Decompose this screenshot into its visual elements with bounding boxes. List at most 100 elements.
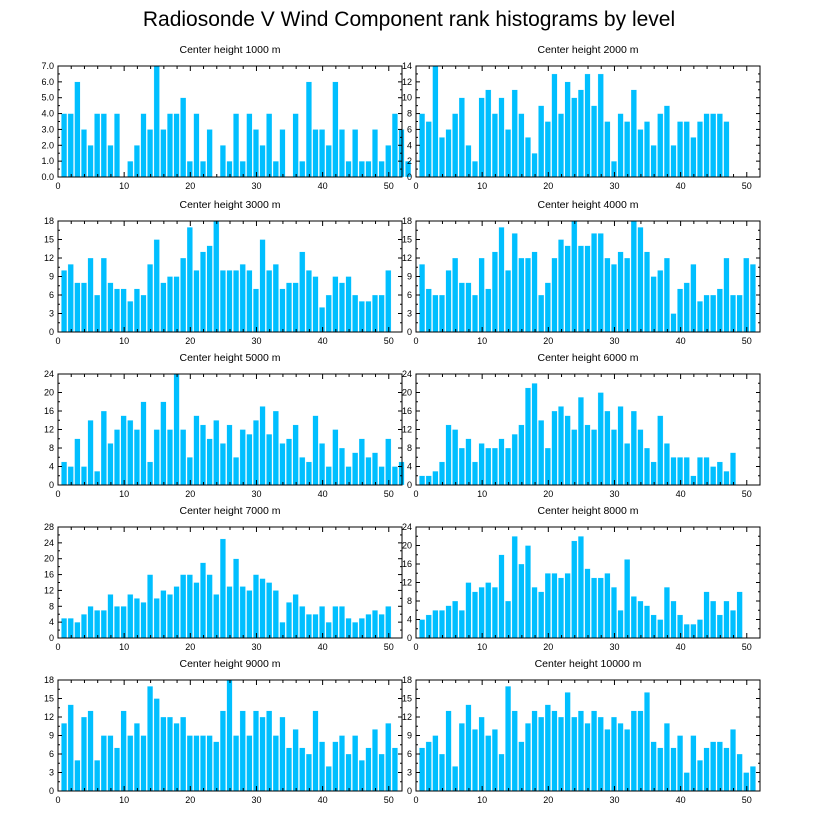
histogram-bar	[564, 81, 571, 178]
histogram-plot: 0 4 8 12 16 20 24 0 10 20 30 40 50	[44, 369, 405, 499]
histogram-bar	[286, 747, 293, 792]
histogram-bar	[564, 245, 571, 333]
histogram-bar	[630, 710, 637, 792]
histogram-bar	[637, 129, 644, 178]
histogram-bar	[749, 766, 756, 792]
histogram-bar	[319, 129, 326, 178]
y-tick-label: 24	[402, 369, 412, 379]
histogram-bar	[696, 121, 703, 178]
x-tick-label: 10	[477, 181, 487, 191]
histogram-bar	[710, 294, 717, 333]
histogram-bar	[246, 735, 253, 792]
histogram-bar	[239, 710, 246, 792]
histogram-bar	[723, 470, 730, 486]
histogram-bar	[173, 586, 180, 639]
histogram-bar	[312, 710, 319, 792]
histogram-bar	[140, 602, 147, 639]
y-tick-label: 6	[407, 124, 412, 134]
histogram-bar	[107, 443, 114, 486]
histogram-bar	[252, 129, 259, 178]
histogram-bar	[505, 447, 512, 486]
histogram-bar	[299, 747, 306, 792]
histogram-bar	[114, 606, 121, 639]
histogram-bar	[425, 288, 432, 333]
histogram-bar	[564, 692, 571, 792]
histogram-bar	[577, 89, 584, 178]
histogram-bar	[200, 562, 206, 639]
histogram-bar	[147, 129, 154, 178]
histogram-bar	[657, 747, 664, 792]
histogram-bar	[610, 586, 617, 639]
histogram-bar	[544, 282, 551, 333]
x-tick-label: 20	[185, 489, 195, 499]
histogram-bar	[458, 447, 465, 486]
histogram-bar	[637, 429, 644, 486]
histogram-bar	[604, 121, 611, 178]
histogram-bar	[703, 747, 710, 792]
histogram-bar	[551, 410, 558, 486]
histogram-bar	[472, 729, 479, 792]
histogram-bar	[114, 288, 121, 333]
x-tick-label: 40	[676, 642, 686, 652]
histogram-bar	[696, 301, 703, 333]
y-tick-label: 6	[407, 290, 412, 300]
histogram-bar	[465, 704, 472, 792]
histogram-plot: 0 3 6 9 12 15 18 0 10 20 30 40 50	[402, 216, 761, 346]
histogram-bar	[617, 723, 624, 792]
histogram-bar	[703, 294, 710, 333]
x-tick-label: 30	[251, 181, 261, 191]
histogram-bar	[81, 614, 87, 639]
histogram-bar	[630, 89, 637, 178]
histogram-bar	[153, 429, 160, 486]
histogram-bar	[644, 447, 651, 486]
histogram-bar	[127, 420, 134, 486]
histogram-bar	[491, 729, 498, 792]
histogram-bar	[127, 735, 134, 792]
histogram-bar	[226, 270, 233, 333]
histogram-bar	[200, 424, 206, 486]
histogram-bar	[710, 466, 717, 486]
histogram-bar	[292, 282, 299, 333]
histogram-bar	[505, 129, 512, 178]
histogram-bar	[74, 621, 81, 639]
histogram-bar	[518, 424, 525, 486]
histogram-bar	[432, 470, 439, 486]
histogram-bar	[133, 288, 140, 333]
histogram-bar	[193, 735, 200, 792]
histogram-bar	[246, 270, 253, 333]
histogram-bar	[524, 137, 531, 178]
histogram-bar	[266, 113, 273, 178]
histogram-bar	[491, 251, 498, 333]
histogram-bar	[160, 716, 167, 792]
histogram-bar	[213, 220, 220, 333]
histogram-bar	[219, 538, 226, 639]
x-tick-label: 10	[477, 489, 487, 499]
y-tick-label: 8	[407, 109, 412, 119]
y-tick-label: 6	[407, 749, 412, 759]
x-tick-label: 20	[185, 336, 195, 346]
histogram-bar	[716, 741, 723, 792]
histogram-bar	[630, 410, 637, 486]
histogram-bar	[465, 145, 472, 178]
histogram-bar	[518, 563, 525, 639]
histogram-panel: Center height 7000 m 0 4 8 12 16 20 24 28 0 10 20 30…	[10, 505, 403, 655]
x-tick-label: 40	[318, 181, 328, 191]
histogram-bar	[120, 415, 127, 486]
histogram-bar	[644, 121, 651, 178]
histogram-bar	[352, 735, 359, 792]
histogram-bar	[637, 227, 644, 333]
histogram-bar	[305, 270, 312, 333]
histogram-bar	[186, 227, 193, 333]
y-tick-label: 0	[407, 480, 412, 490]
histogram-bar	[312, 276, 319, 333]
histogram-bar	[716, 288, 723, 333]
y-tick-label: 0	[407, 786, 412, 796]
y-tick-label: 28	[44, 522, 54, 532]
x-tick-label: 10	[477, 642, 487, 652]
y-tick-label: 18	[402, 675, 412, 685]
y-tick-label: 6.0	[41, 77, 54, 87]
histogram-bar	[332, 606, 339, 639]
histogram-bar	[259, 716, 266, 792]
histogram-bar	[452, 429, 459, 486]
histogram-bar	[445, 270, 452, 333]
